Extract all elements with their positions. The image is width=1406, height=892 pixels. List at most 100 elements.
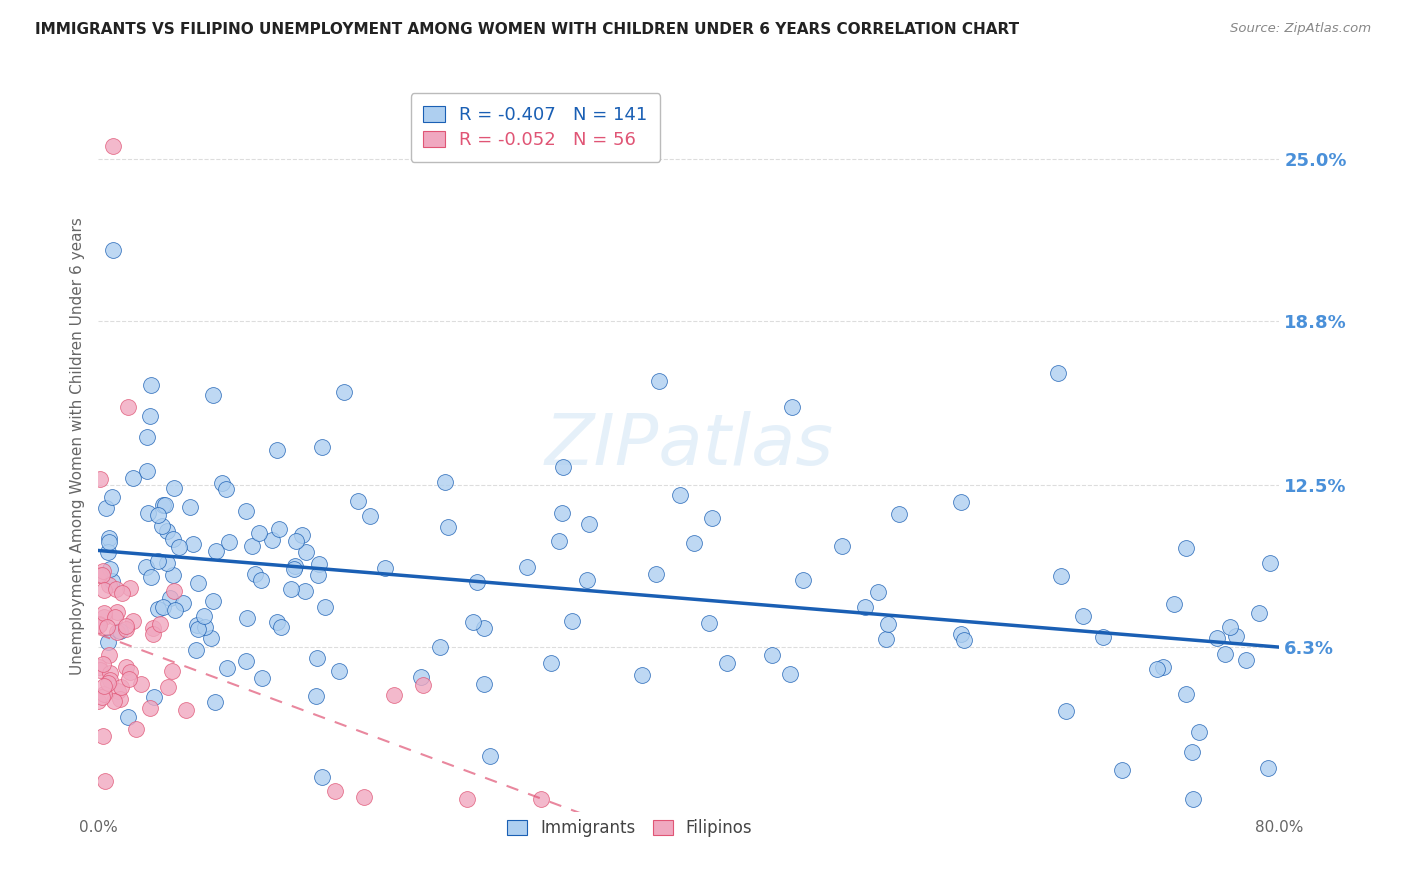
Point [333,384,356,399]
Point [186,618,208,632]
Point [1163,597,1185,611]
Point [548,533,571,548]
Point [697,615,720,630]
Point [266,442,288,457]
Point [100,665,122,680]
Point [110,680,132,694]
Point [91,729,114,743]
Point [163,603,186,617]
Point [952,632,974,647]
Point [98,648,121,663]
Point [204,544,226,558]
Point [540,656,562,670]
Point [94,773,117,788]
Point [89,664,111,678]
Point [1182,791,1205,805]
Legend: Immigrants, Filipinos: Immigrants, Filipinos [501,813,759,844]
Point [87,617,110,632]
Point [250,574,273,588]
Point [1260,557,1282,571]
Point [104,609,127,624]
Point [1188,725,1211,739]
Point [110,691,132,706]
Point [877,617,900,632]
Point [163,583,186,598]
Point [97,535,120,549]
Point [280,582,302,596]
Point [103,694,125,708]
Point [374,560,396,574]
Point [305,689,328,703]
Point [429,640,451,655]
Point [93,607,115,621]
Point [575,574,598,588]
Point [1213,648,1236,662]
Point [97,545,120,559]
Point [93,687,115,701]
Point [831,539,853,553]
Point [645,567,668,582]
Point [97,577,120,591]
Point [135,560,157,574]
Point [139,701,162,715]
Point [1181,745,1204,759]
Point [1247,607,1270,621]
Point [162,568,184,582]
Point [149,617,172,632]
Point [792,573,814,587]
Point [1257,761,1279,775]
Point [311,440,333,454]
Point [359,509,381,524]
Point [295,544,318,558]
Point [204,695,226,709]
Point [111,586,134,600]
Point [87,659,110,673]
Point [308,557,330,571]
Point [163,481,186,495]
Point [172,596,194,610]
Point [218,535,240,549]
Point [107,684,129,698]
Point [187,575,209,590]
Point [118,672,141,686]
Point [169,541,191,555]
Point [1054,704,1077,718]
Point [193,609,215,624]
Point [96,620,118,634]
Point [242,539,264,553]
Point [122,471,145,485]
Point [152,600,174,615]
Point [98,673,121,688]
Point [135,430,157,444]
Point [412,677,434,691]
Point [146,601,169,615]
Point [215,483,238,497]
Y-axis label: Unemployment Among Women with Children Under 6 years: Unemployment Among Women with Children U… [70,217,86,675]
Point [868,585,890,599]
Point [1152,660,1174,674]
Point [285,533,308,548]
Point [184,643,207,657]
Point [682,535,704,549]
Point [409,670,432,684]
Point [252,671,274,685]
Point [211,475,233,490]
Point [136,464,159,478]
Point [201,388,224,402]
Point [179,500,201,514]
Point [152,498,174,512]
Point [146,508,169,523]
Point [1091,630,1114,644]
Point [260,533,283,547]
Point [157,681,180,695]
Point [1146,662,1168,676]
Point [1206,631,1229,645]
Point [561,614,583,628]
Point [155,556,177,570]
Point [283,561,305,575]
Point [101,574,124,588]
Point [461,615,484,630]
Point [139,570,162,584]
Point [93,610,115,624]
Point [93,679,115,693]
